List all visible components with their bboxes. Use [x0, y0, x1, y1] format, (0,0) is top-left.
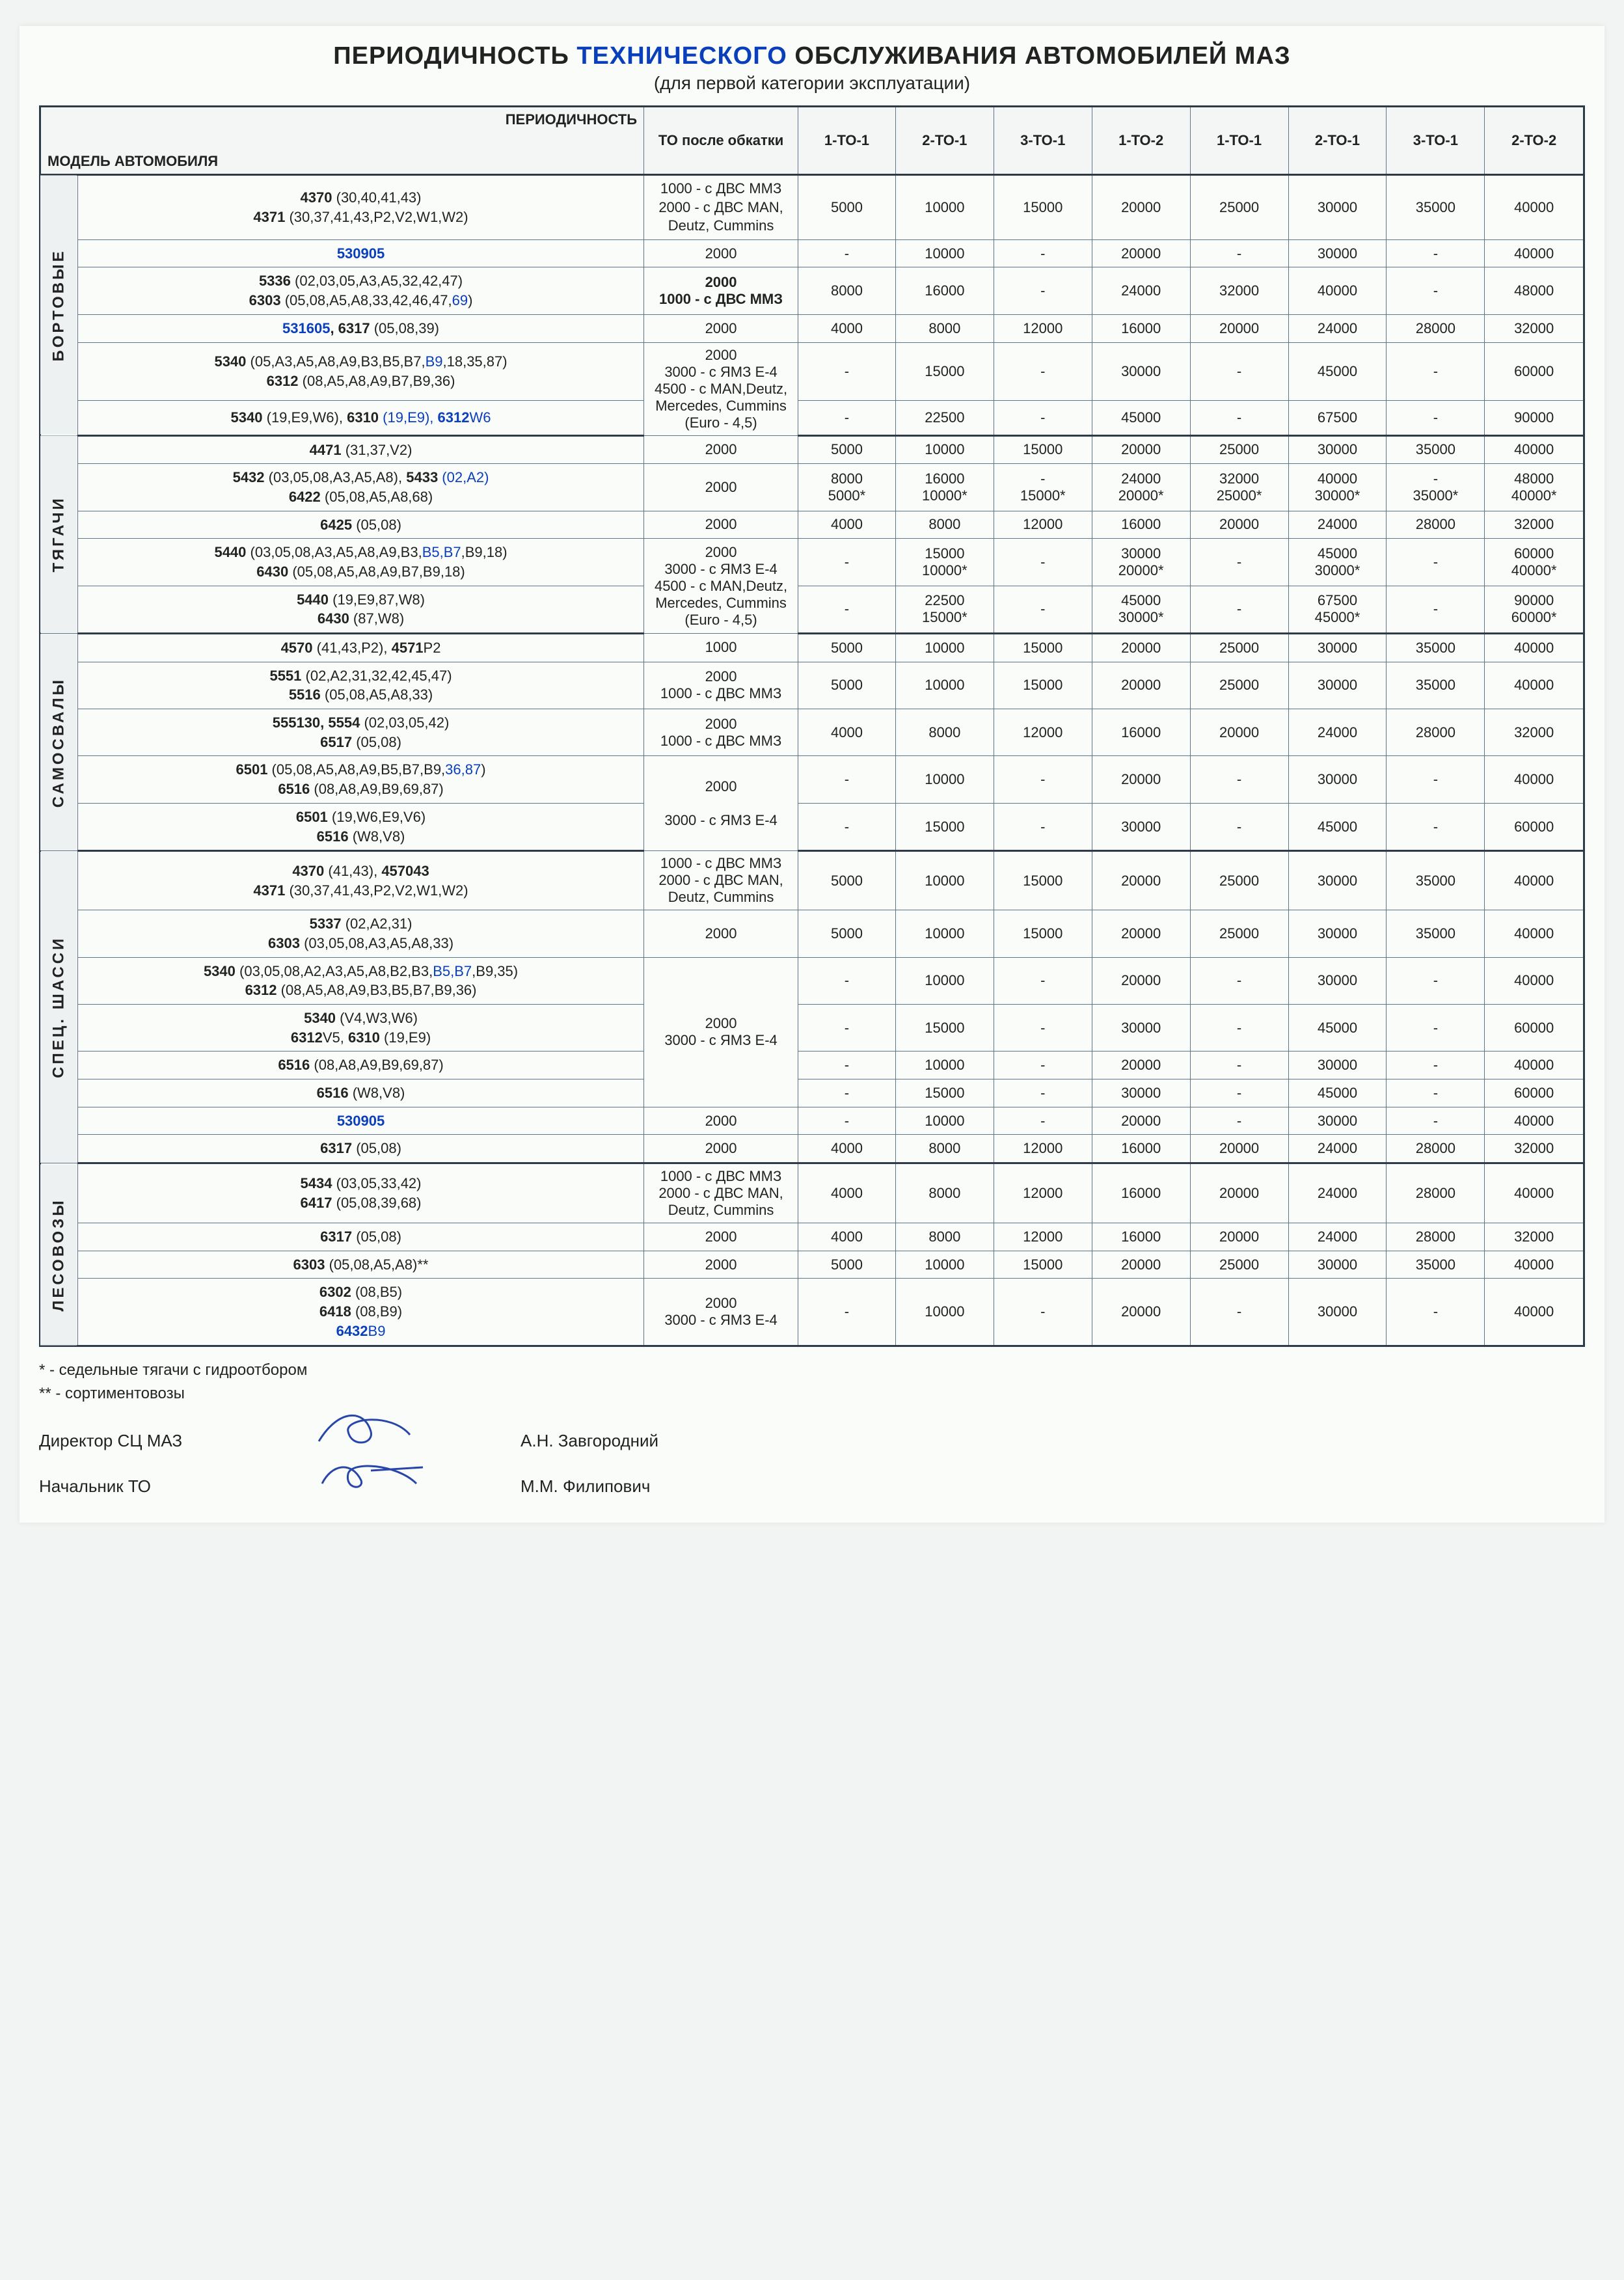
- footnote-1: * - седельные тягачи с гидроотбором: [39, 1359, 1585, 1382]
- model-cell: 5336 (02,03,05,A3,A5,32,42,47)6303 (05,0…: [78, 267, 644, 314]
- page-title: ПЕРИОДИЧНОСТЬ ТЕХНИЧЕСКОГО ОБСЛУЖИВАНИЯ …: [39, 42, 1585, 70]
- signature-icon: [286, 1464, 481, 1497]
- hdr-periodicity: ПЕРИОДИЧНОСТЬ: [506, 111, 637, 128]
- to0: 1000 - с ДВС ММЗ 2000 - с ДВС MAN, Deutz…: [644, 175, 798, 240]
- hdr-c3: 1-ТО-2: [1092, 107, 1190, 175]
- hdr-c2: 3-ТО-1: [994, 107, 1092, 175]
- model-cell: 4370 (30,40,41,43)4371 (30,37,41,43,P2,V…: [78, 175, 644, 240]
- title-pre: ПЕРИОДИЧНОСТЬ: [333, 42, 576, 70]
- sig2-name: М.М. Филипович: [521, 1476, 650, 1497]
- signature-row-1: Директор СЦ МАЗ А.Н. Завгородний: [39, 1418, 1585, 1451]
- hdr-c1: 2-ТО-1: [895, 107, 994, 175]
- hdr-c5: 2-ТО-1: [1288, 107, 1387, 175]
- sig1-label: Директор СЦ МАЗ: [39, 1431, 247, 1451]
- footnote-2: ** - сортиментовозы: [39, 1382, 1585, 1405]
- title-post: ОБСЛУЖИВАНИЯ АВТОМОБИЛЕЙ МАЗ: [787, 42, 1291, 70]
- cat-samosvaly: САМОСВАЛЫ: [40, 634, 78, 851]
- model-cell: 530905: [78, 239, 644, 267]
- footnotes: * - седельные тягачи с гидроотбором ** -…: [39, 1359, 1585, 1405]
- cat-lesovozy: ЛЕСОВОЗЫ: [40, 1163, 78, 1346]
- hdr-to0: ТО после обкатки: [644, 107, 798, 175]
- hdr-c4: 1-ТО-1: [1190, 107, 1288, 175]
- maintenance-table: ПЕРИОДИЧНОСТЬ МОДЕЛЬ АВТОМОБИЛЯ ТО после…: [39, 105, 1585, 1347]
- signature-icon: [286, 1418, 481, 1451]
- cat-spets-shassi: СПЕЦ. ШАССИ: [40, 851, 78, 1163]
- model-cell: 5340 (05,A3,A5,A8,A9,B3,B5,B7,B9,18,35,8…: [78, 342, 644, 400]
- title-accent: ТЕХНИЧЕСКОГО: [576, 42, 787, 70]
- hdr-c6: 3-ТО-1: [1387, 107, 1485, 175]
- sig2-label: Начальник ТО: [39, 1476, 247, 1497]
- page-subtitle: (для первой категории эксплуатации): [39, 73, 1585, 94]
- header-diagonal: ПЕРИОДИЧНОСТЬ МОДЕЛЬ АВТОМОБИЛЯ: [40, 107, 644, 175]
- cat-tyagachi: ТЯГАЧИ: [40, 435, 78, 634]
- hdr-model: МОДЕЛЬ АВТОМОБИЛЯ: [47, 153, 218, 170]
- cat-bortovye: БОРТОВЫЕ: [40, 175, 78, 436]
- hdr-c0: 1-ТО-1: [798, 107, 896, 175]
- document-page: ПЕРИОДИЧНОСТЬ ТЕХНИЧЕСКОГО ОБСЛУЖИВАНИЯ …: [20, 26, 1604, 1523]
- sig1-name: А.Н. Завгородний: [521, 1431, 658, 1451]
- hdr-c7: 2-ТО-2: [1485, 107, 1584, 175]
- model-cell: 5340 (19,E9,W6), 6310 (19,E9), 6312W6: [78, 400, 644, 435]
- model-cell: 531605, 6317 (05,08,39): [78, 314, 644, 342]
- signature-row-2: Начальник ТО М.М. Филипович: [39, 1464, 1585, 1497]
